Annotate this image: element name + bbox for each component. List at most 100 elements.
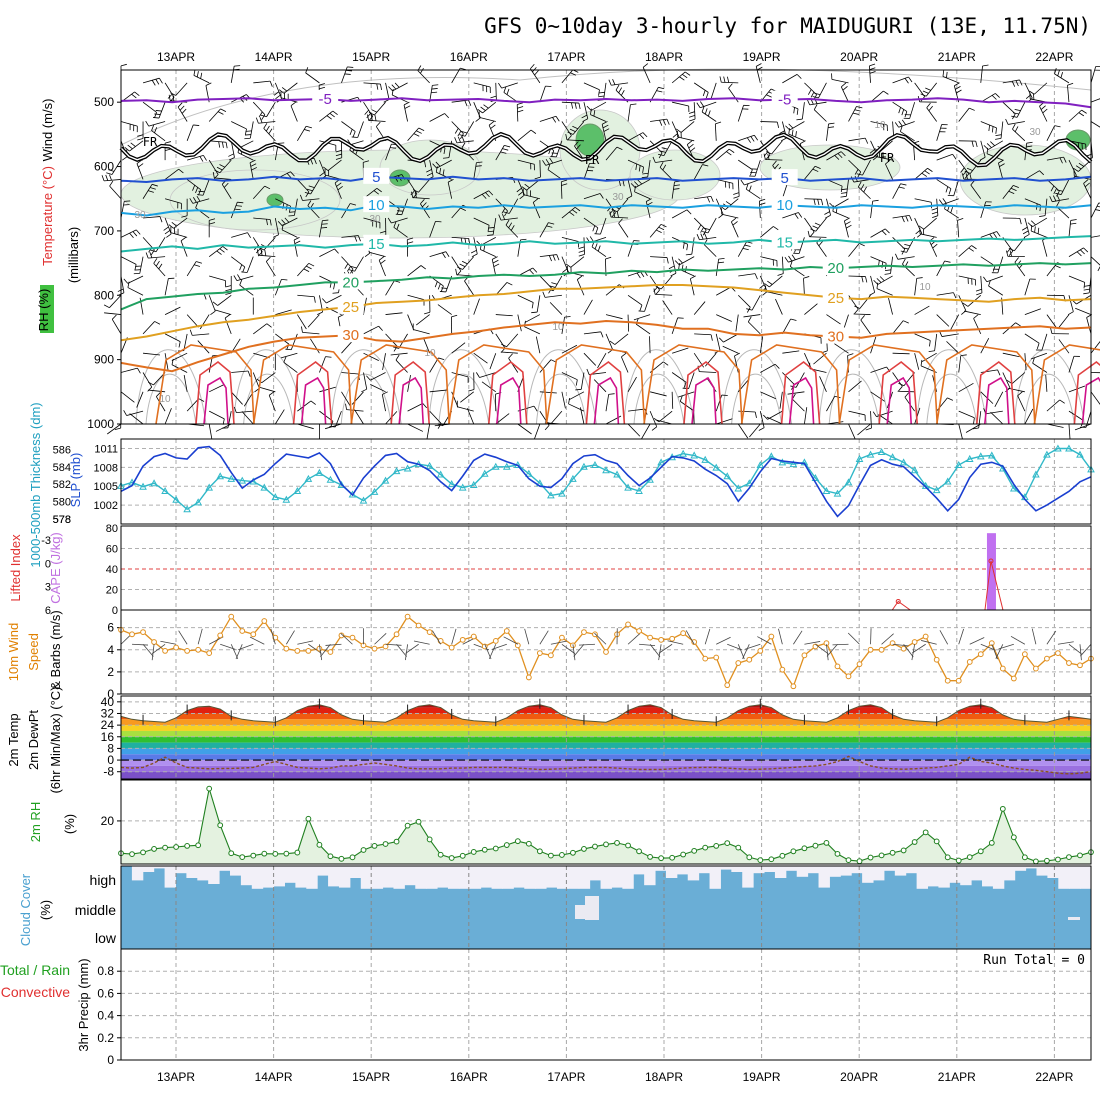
wind-barb — [941, 333, 959, 337]
wind-barb — [942, 198, 959, 205]
wind-barb — [813, 109, 827, 122]
wind-barb-flag — [793, 107, 795, 114]
wind-barb — [672, 347, 689, 354]
wind-barb-flag — [171, 222, 177, 227]
thickness-line — [120, 447, 1092, 511]
wind-barb-flag — [564, 316, 571, 318]
thickness-point — [657, 458, 665, 466]
wind-barb — [925, 82, 937, 97]
wind-barb-flag — [922, 90, 929, 94]
wind-barb — [912, 643, 926, 654]
temp-color-band — [121, 771, 1091, 779]
wind-barb — [132, 643, 149, 646]
rh-point — [1010, 834, 1017, 841]
wind-barb-flag — [924, 170, 930, 175]
rh-point — [823, 839, 830, 846]
wind-barb-flag — [1095, 209, 1100, 211]
wind-barb — [495, 145, 505, 161]
wind10-tick-label: 0 — [107, 687, 114, 701]
wind-barb-flag — [964, 170, 971, 174]
wind-barb-flag — [856, 173, 863, 176]
thickness-point — [205, 483, 214, 491]
wind-barb — [120, 201, 125, 219]
wind-barb — [881, 633, 894, 645]
wind-barb — [634, 191, 651, 200]
rh-point — [547, 852, 554, 859]
wind-barb-flag — [594, 243, 598, 250]
wind-barb — [142, 321, 155, 335]
wind-barb — [958, 295, 967, 311]
wind-barb — [1090, 235, 1100, 238]
wind-barb — [263, 237, 276, 251]
wind-barb-flag — [194, 264, 201, 267]
wind-barb-flag — [137, 134, 144, 137]
wind-barb-flag — [642, 166, 644, 174]
wind-barb-flag — [725, 201, 732, 206]
wind-barb-flag — [1073, 167, 1079, 172]
wind-barb-flag — [996, 231, 1001, 237]
wind-barb — [523, 194, 540, 200]
wind-speed-point — [261, 618, 268, 624]
wind-barb — [724, 198, 739, 210]
wind-barb-flag — [1083, 179, 1089, 184]
hot-contour — [585, 360, 626, 425]
wind-speed-point — [349, 634, 356, 641]
wind-barb-flag — [932, 243, 938, 249]
wind-barb — [659, 167, 673, 180]
wind-barb — [186, 398, 200, 412]
wind-barb — [539, 630, 549, 645]
wind-barb-flag — [960, 167, 965, 173]
wind-speed-point — [173, 644, 180, 651]
wind-barb-flag — [616, 146, 623, 150]
wind-barb — [451, 628, 457, 645]
rh-point — [922, 829, 929, 836]
wind-barb — [495, 413, 510, 425]
wind-barb-flag — [859, 243, 865, 247]
wind-barb — [877, 275, 893, 285]
wind-barb-flag — [926, 102, 931, 108]
rh-point — [647, 853, 653, 860]
warm-contour — [740, 344, 841, 425]
wind-barb-flag — [601, 121, 608, 125]
thickness-point — [943, 477, 952, 485]
thickness-point — [293, 486, 302, 495]
wind-barb-flag — [435, 161, 441, 167]
wind-barb — [942, 76, 959, 84]
thickness-point — [778, 458, 787, 466]
wind-barb-flag — [413, 133, 420, 137]
wind-barb-flag — [565, 133, 568, 140]
wind-speed-point — [603, 649, 609, 655]
wind-barb-flag — [575, 379, 578, 386]
thickness-point — [403, 464, 412, 472]
wind-barb-flag — [299, 194, 303, 201]
wind-speed-point — [834, 663, 841, 670]
wind-barb-flag — [350, 203, 357, 206]
wind-barb — [178, 630, 188, 645]
wind-barb-flag — [900, 250, 907, 253]
cloud-high-gap — [567, 866, 580, 889]
wind-barb — [787, 391, 805, 395]
wind-barb-flag — [863, 186, 867, 193]
wind-barb-flag — [546, 225, 553, 228]
wind-barb-flag — [281, 87, 288, 92]
wind-speed-point — [206, 650, 213, 657]
wind-barb — [826, 151, 842, 161]
slp-tick-label: 1011 — [94, 443, 118, 455]
wind-barb-flag — [382, 391, 388, 395]
wind-barb — [862, 159, 871, 176]
wind-barb-flag — [431, 91, 438, 94]
wind-barb-flag — [1097, 266, 1100, 272]
wind-speed-point — [658, 636, 665, 643]
wind-barb — [555, 140, 563, 158]
wind-barb-flag — [336, 182, 342, 187]
wind-barb-flag — [443, 147, 446, 154]
wind-barb — [751, 295, 761, 311]
wind-barb — [788, 256, 805, 263]
wind-barb — [1008, 387, 1025, 393]
wind-barb — [275, 309, 292, 315]
wind-barb-flag — [660, 223, 667, 228]
wind-barb-flag — [247, 232, 252, 239]
wind-barb-flag — [982, 64, 989, 67]
wind-barb-flag — [655, 289, 660, 295]
